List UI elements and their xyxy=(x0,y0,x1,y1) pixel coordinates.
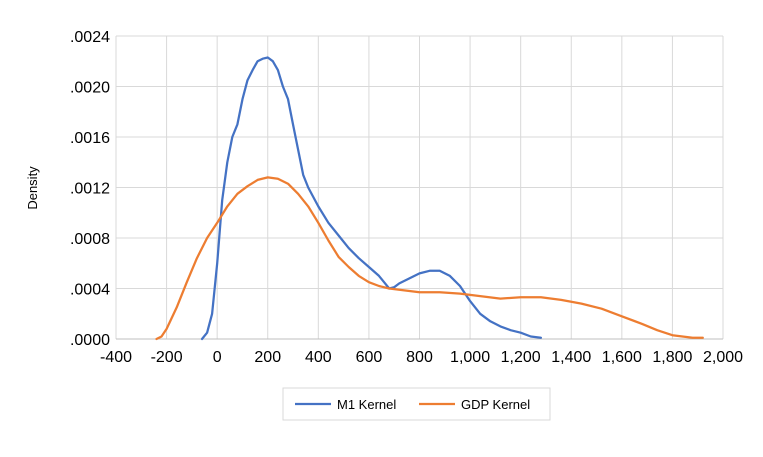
y-tick-label: .0020 xyxy=(70,80,110,97)
y-tick-label: .0008 xyxy=(70,231,110,248)
y-tick-label: .0000 xyxy=(70,332,110,349)
x-tick-label: 1,400 xyxy=(551,349,591,366)
x-tick-label: 1,000 xyxy=(450,349,490,366)
x-tick-label: 200 xyxy=(254,349,281,366)
y-tick-label: .0012 xyxy=(70,181,110,198)
series-lines xyxy=(155,56,704,341)
tick-labels: .0000 .0004 .0008 .0012 .0016 .0020 .0024 -400 -… xyxy=(70,29,743,366)
series-line-2 xyxy=(155,176,704,341)
x-tick-label: 800 xyxy=(406,349,433,366)
y-axis-title: Density xyxy=(25,166,40,210)
y-tick-label: .0004 xyxy=(70,282,110,299)
x-tick-label: -400 xyxy=(100,349,132,366)
x-tick-label: -200 xyxy=(151,349,183,366)
x-tick-label: 1,600 xyxy=(602,349,642,366)
x-tick-label: 0 xyxy=(213,349,222,366)
legend: M1 Kernel GDP Kernel xyxy=(282,387,551,421)
y-tick-label: .0016 xyxy=(70,130,110,147)
x-tick-label: 400 xyxy=(305,349,332,366)
x-tick-label: 600 xyxy=(356,349,383,366)
x-tick-label: 2,000 xyxy=(703,349,743,366)
legend-label: GDP Kernel xyxy=(461,397,530,412)
series-line-1 xyxy=(200,56,543,341)
grid xyxy=(115,35,724,340)
x-tick-label: 1,200 xyxy=(501,349,541,366)
legend-label: M1 Kernel xyxy=(337,397,396,412)
x-tick-label: 1,800 xyxy=(652,349,692,366)
y-tick-label: .0024 xyxy=(70,29,110,46)
